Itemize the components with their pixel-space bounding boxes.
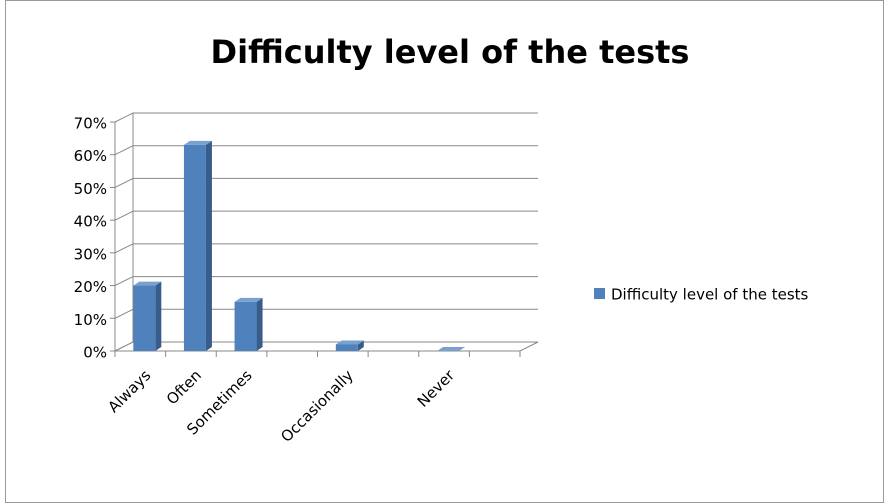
grid-line bbox=[114, 210, 538, 221]
y-tick-label: 10% bbox=[74, 311, 107, 329]
legend-swatch bbox=[594, 288, 605, 299]
bar bbox=[133, 285, 156, 351]
bar bbox=[335, 344, 358, 351]
bar bbox=[183, 144, 206, 351]
y-tick-label: 0% bbox=[83, 344, 107, 362]
grid-line bbox=[114, 145, 538, 156]
y-tick-label: 30% bbox=[74, 245, 107, 263]
grid-line bbox=[114, 177, 538, 188]
y-tick-label: 60% bbox=[74, 147, 107, 165]
y-tick-label: 40% bbox=[74, 213, 107, 231]
bar-top bbox=[335, 340, 364, 345]
bar-top bbox=[234, 297, 263, 302]
grid-line bbox=[114, 243, 538, 254]
bar-top bbox=[183, 140, 212, 145]
bar-top bbox=[133, 281, 162, 286]
bar-side bbox=[357, 340, 364, 351]
grid-line bbox=[114, 308, 538, 319]
legend-label: Difficulty level of the tests bbox=[611, 286, 809, 304]
bar-side bbox=[205, 140, 212, 351]
grid-line bbox=[114, 112, 538, 123]
y-tick-label: 70% bbox=[74, 115, 107, 133]
bar bbox=[234, 301, 257, 351]
chart-frame bbox=[5, 0, 884, 503]
bar-side bbox=[155, 281, 162, 351]
grid-line bbox=[114, 341, 538, 352]
chart-title: Difficulty level of the tests bbox=[211, 33, 690, 71]
y-tick-label: 50% bbox=[74, 180, 107, 198]
y-tick-label: 20% bbox=[74, 278, 107, 296]
bar-top bbox=[437, 347, 466, 351]
bar-side bbox=[256, 297, 263, 351]
grid-line bbox=[114, 276, 538, 287]
